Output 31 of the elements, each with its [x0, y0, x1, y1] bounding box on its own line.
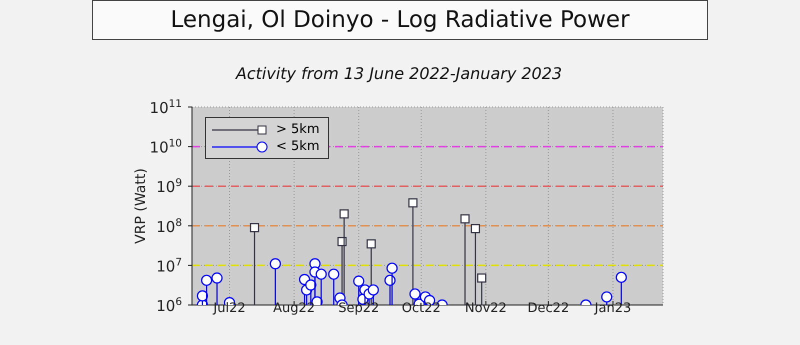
point	[196, 290, 208, 302]
point	[386, 262, 398, 274]
point	[305, 279, 316, 291]
y-tick-label: 10$^{7}$	[156, 256, 182, 276]
point	[470, 224, 480, 234]
point	[409, 288, 421, 300]
y-tick-label: 10$^{6}$	[156, 296, 182, 315]
point	[408, 198, 418, 208]
point	[366, 239, 376, 248]
y-tick-label: 10$^{9}$	[156, 177, 182, 196]
y-tick-label: 10$^{10}$	[150, 138, 182, 157]
point	[316, 268, 327, 280]
point	[340, 209, 349, 218]
point	[477, 273, 486, 283]
point	[460, 214, 470, 224]
y-tick-label: 10$^{8}$	[156, 216, 182, 236]
point	[616, 272, 627, 283]
point	[200, 274, 212, 286]
point	[601, 291, 612, 303]
point	[250, 223, 260, 232]
legend-label: < 5km	[276, 139, 320, 154]
y-axis-title: VRP (Watt)	[132, 168, 149, 244]
chart-title: Lengai, Ol Doinyo - Log Radiative Power	[92, 0, 708, 40]
legend-label: > 5km	[276, 122, 320, 137]
point	[328, 268, 340, 280]
point	[270, 258, 281, 270]
chart-subtitle: Activity from 13 June 2022-January 2023	[234, 64, 564, 83]
point	[211, 272, 223, 284]
point	[353, 276, 364, 287]
point	[368, 284, 379, 296]
y-tick-label: 10$^{11}$	[150, 98, 182, 117]
